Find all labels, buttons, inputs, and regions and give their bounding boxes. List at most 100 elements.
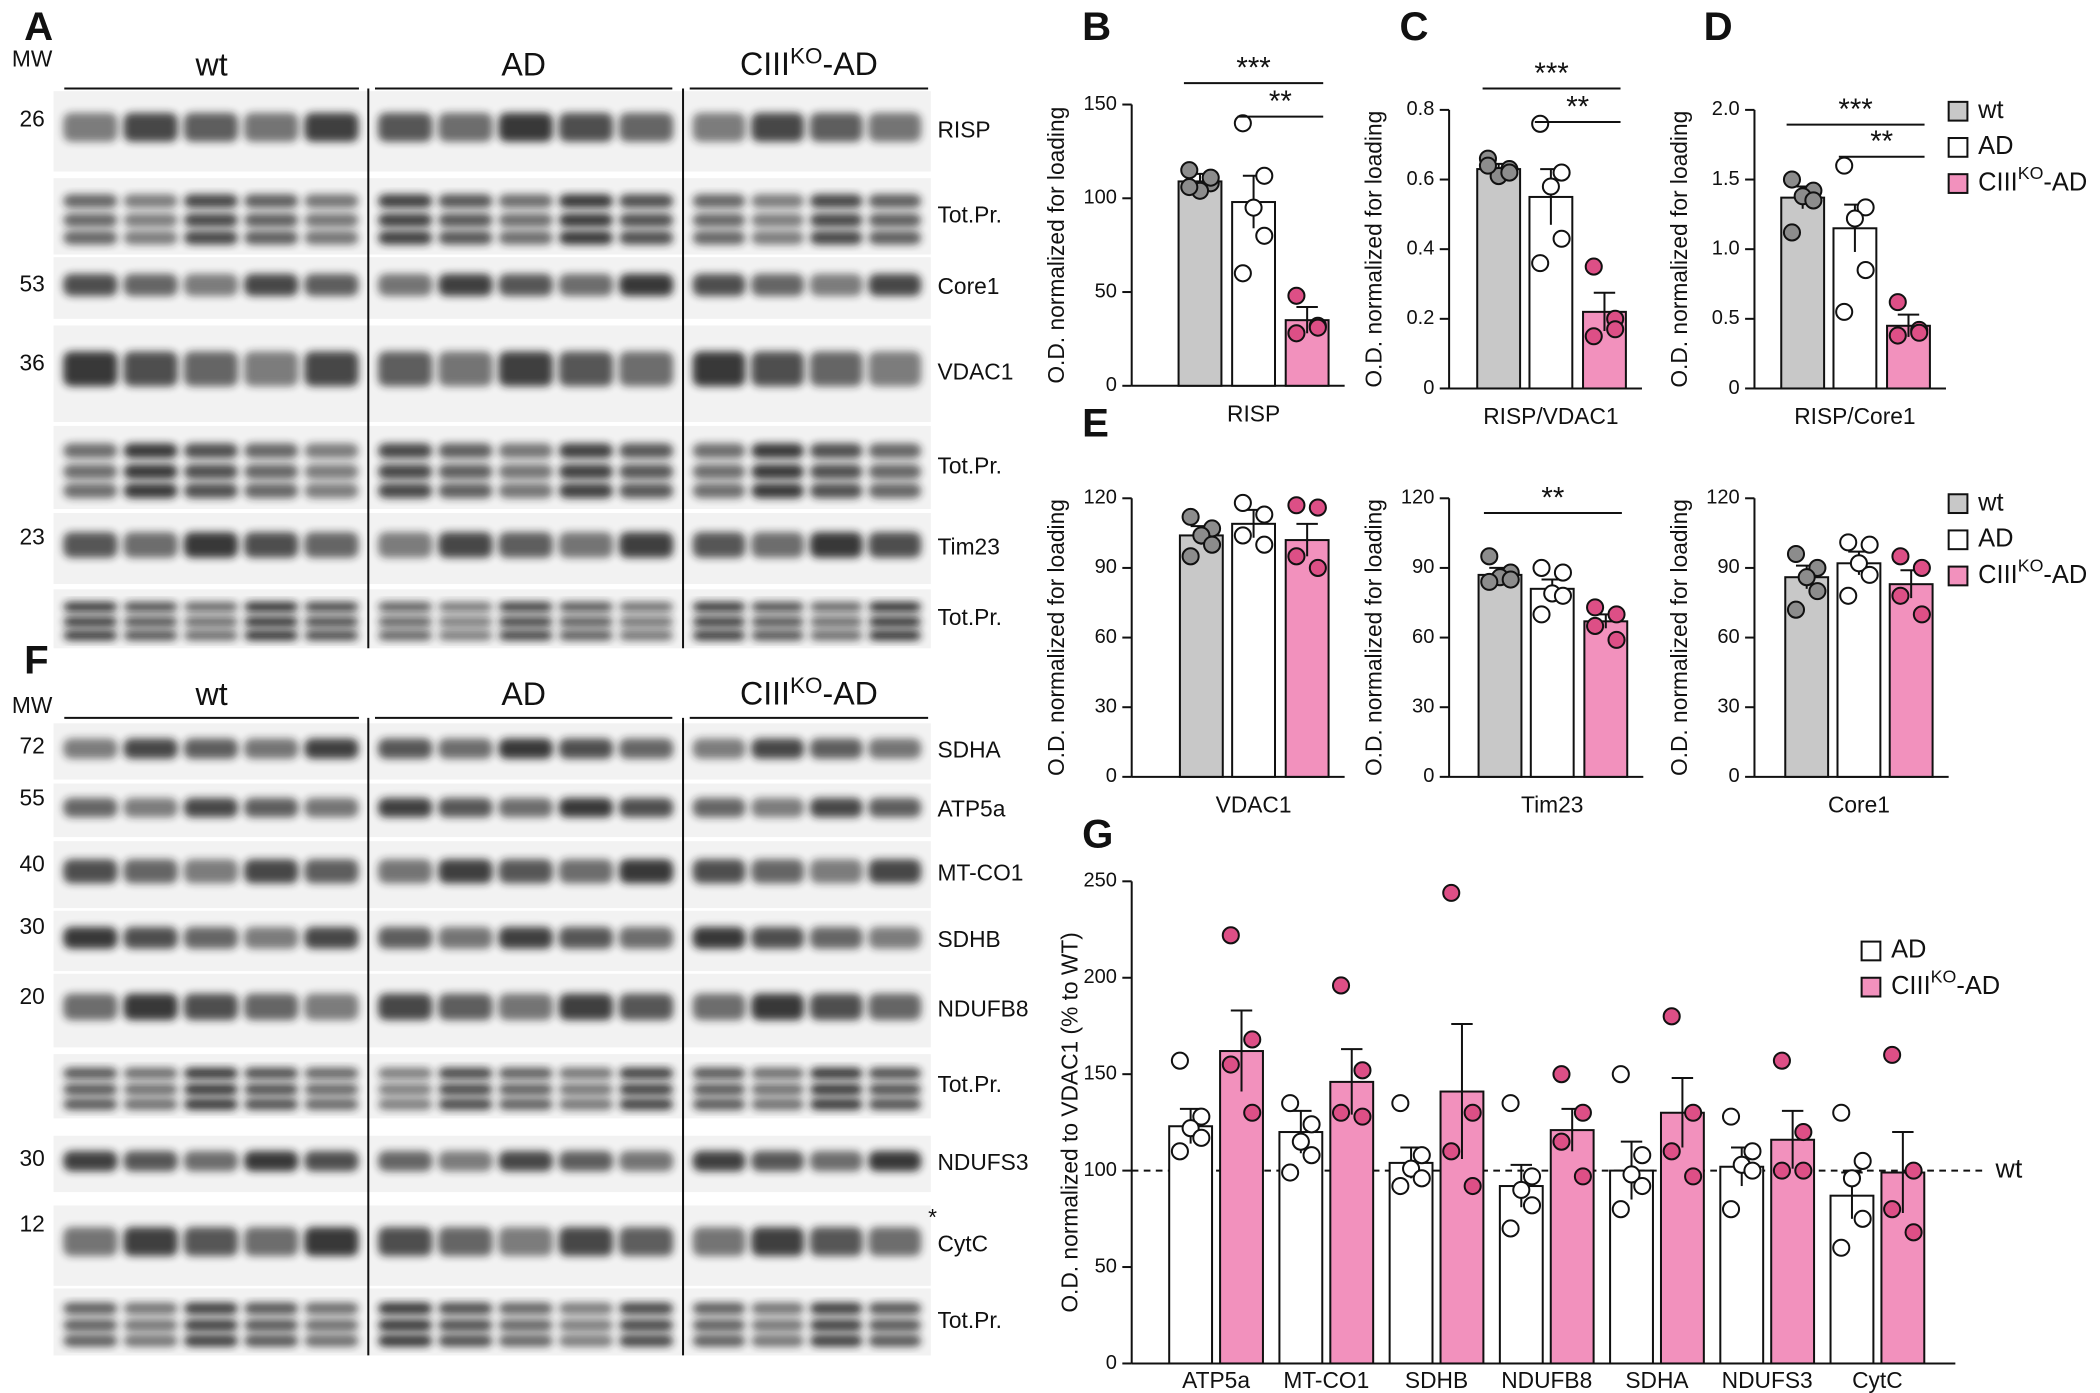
- blot-band: [692, 443, 746, 459]
- data-point: [1883, 1200, 1902, 1219]
- data-point: [1552, 1132, 1571, 1151]
- blot-band: [498, 616, 553, 628]
- data-point: [1606, 320, 1625, 339]
- blot-band: [304, 464, 359, 480]
- blot-band: [619, 927, 674, 949]
- blot-band: [498, 213, 553, 228]
- x-axis-label: RISP: [1227, 400, 1280, 426]
- data-point: [1532, 558, 1551, 577]
- blot-band: [244, 601, 299, 613]
- data-point: [1573, 1103, 1592, 1122]
- blot-band: [868, 859, 922, 884]
- blot-band: [809, 230, 863, 245]
- blot-band: [692, 927, 746, 949]
- blot-band: [558, 798, 614, 818]
- panel-letter: G: [1082, 812, 1113, 857]
- blot-band: [438, 1098, 493, 1111]
- blot-band: [498, 112, 553, 142]
- group-label: CIIIKO-AD: [740, 44, 878, 83]
- row-label: SDHA: [938, 736, 1002, 762]
- blot-band: [438, 630, 493, 641]
- blot-band: [438, 1302, 493, 1315]
- blot-band: [183, 194, 239, 208]
- legend-swatch: [1947, 137, 1969, 158]
- data-point: [1832, 1238, 1851, 1257]
- y-axis-label: O.D. normalized for loading: [1043, 107, 1069, 384]
- blot-band: [378, 1302, 433, 1315]
- data-point: [1287, 496, 1306, 515]
- blot-band: [868, 738, 922, 759]
- blot-band: [619, 1302, 674, 1315]
- blot-band: [183, 798, 239, 818]
- data-point: [1611, 1200, 1630, 1219]
- blot-band: [63, 483, 118, 499]
- data-point: [1221, 926, 1240, 945]
- data-point: [1839, 533, 1858, 552]
- legend-label: AD: [1978, 525, 2013, 553]
- blot-band: [619, 194, 674, 208]
- blot-band: [558, 483, 614, 499]
- y-tick-label: 1.0: [1712, 237, 1740, 259]
- y-tick-label: 0: [1729, 765, 1740, 787]
- data-point: [1522, 1196, 1542, 1215]
- blot-band: [809, 601, 863, 613]
- blot-band: [123, 1334, 178, 1347]
- blot-band: [868, 993, 922, 1021]
- blot-band: [809, 1319, 863, 1332]
- row-label: ATP5a: [938, 795, 1006, 821]
- blot-band: [63, 1319, 118, 1332]
- blot-band: [619, 630, 674, 641]
- blot-band: [619, 798, 674, 818]
- data-point: [1839, 586, 1858, 605]
- blot-band: [498, 464, 553, 480]
- x-axis-label: Core1: [1828, 791, 1890, 817]
- data-point: [1412, 1146, 1431, 1165]
- bar: [1178, 534, 1224, 778]
- data-point: [1442, 883, 1461, 902]
- panel-letter: F: [24, 638, 49, 683]
- blot-band: [304, 927, 359, 949]
- data-point: [1832, 1103, 1851, 1122]
- blot-band: [183, 630, 239, 641]
- blot-band: [751, 443, 804, 459]
- y-tick-label: 250: [1083, 870, 1116, 892]
- blot-band: [809, 993, 863, 1021]
- blot-band: [244, 1302, 299, 1315]
- blot-band: [751, 1098, 804, 1111]
- data-point: [1501, 570, 1520, 589]
- blot-band: [751, 1227, 804, 1257]
- data-point: [1244, 198, 1263, 217]
- blot-band: [751, 630, 804, 641]
- blot-band: [378, 1098, 433, 1111]
- mw-label: 40: [19, 850, 44, 876]
- data-point: [1308, 498, 1327, 517]
- blot-band: [809, 1334, 863, 1347]
- y-axis-label: O.D. normalized for loading: [1666, 499, 1692, 776]
- blot-band: [751, 738, 804, 759]
- data-point: [1391, 1176, 1410, 1196]
- y-tick-label: 2.0: [1712, 98, 1740, 120]
- blot-band: [809, 798, 863, 818]
- y-tick-label: 200: [1083, 966, 1116, 988]
- data-point: [1586, 616, 1605, 636]
- blot-band: [558, 601, 614, 613]
- bar: [1329, 1080, 1375, 1365]
- data-point: [1192, 1107, 1211, 1126]
- bar: [1284, 539, 1330, 778]
- blot-band: [63, 1302, 118, 1315]
- data-point: [1291, 1132, 1310, 1151]
- blot-band: [244, 1150, 299, 1172]
- data-point: [1308, 318, 1327, 337]
- blot-band: [63, 230, 118, 245]
- blot-band: [438, 532, 493, 558]
- blot-band: [183, 464, 239, 480]
- blot-band: [378, 1227, 433, 1257]
- data-point: [1888, 293, 1907, 312]
- blot-band: [498, 993, 553, 1021]
- row-label: NDUFB8: [938, 996, 1029, 1022]
- y-tick-label: 120: [1083, 487, 1116, 509]
- reference-label: wt: [1995, 1154, 2023, 1184]
- blot-band: [558, 630, 614, 641]
- data-point: [1221, 1055, 1240, 1074]
- significance-label: **: [1269, 85, 1292, 118]
